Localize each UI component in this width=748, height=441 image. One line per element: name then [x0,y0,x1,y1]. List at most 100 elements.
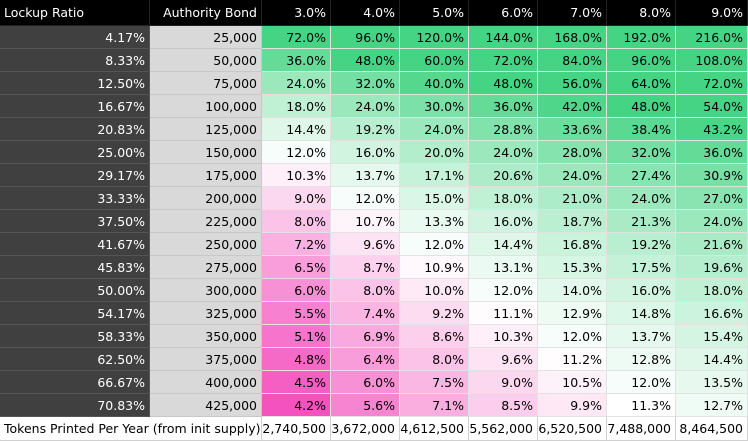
value-cell: 16.8% [538,233,607,256]
header-cell: 8.0% [607,0,676,26]
value-cell: 8.5% [469,394,538,417]
value-cell: 18.0% [676,279,748,302]
value-cell: 9.2% [400,302,469,325]
value-cell: 28.0% [538,141,607,164]
value-cell: 15.0% [400,187,469,210]
value-cell: 27.0% [676,187,748,210]
value-cell: 11.3% [607,394,676,417]
value-cell: 33.6% [538,118,607,141]
value-cell: 20.6% [469,164,538,187]
lockup-ratio: 45.83% [0,256,150,279]
value-cell: 12.0% [262,141,331,164]
value-cell: 56.0% [538,72,607,95]
value-cell: 5.5% [262,302,331,325]
value-cell: 13.7% [607,325,676,348]
value-cell: 32.0% [331,72,400,95]
value-cell: 30.0% [400,95,469,118]
value-cell: 8.0% [262,210,331,233]
value-cell: 96.0% [607,49,676,72]
lockup-ratio: 25.00% [0,141,150,164]
value-cell: 18.7% [538,210,607,233]
authority-bond: 425,000 [150,394,262,417]
value-cell: 9.9% [538,394,607,417]
value-cell: 6.0% [262,279,331,302]
value-cell: 36.0% [469,95,538,118]
value-cell: 4.2% [262,394,331,417]
authority-bond: 200,000 [150,187,262,210]
lockup-ratio: 58.33% [0,325,150,348]
value-cell: 5.1% [262,325,331,348]
value-cell: 7.5% [400,371,469,394]
value-cell: 9.6% [331,233,400,256]
value-cell: 14.4% [676,348,748,371]
value-cell: 32.0% [607,141,676,164]
value-cell: 4.5% [262,371,331,394]
value-cell: 48.0% [331,49,400,72]
lockup-ratio: 29.17% [0,164,150,187]
value-cell: 19.2% [331,118,400,141]
value-cell: 21.6% [676,233,748,256]
value-cell: 6.4% [331,348,400,371]
value-cell: 11.1% [469,302,538,325]
value-cell: 24.0% [607,187,676,210]
value-cell: 24.0% [469,141,538,164]
footer-value: 6,520,500 [538,417,607,441]
value-cell: 43.2% [676,118,748,141]
value-cell: 28.8% [469,118,538,141]
value-cell: 10.3% [262,164,331,187]
value-cell: 24.0% [262,72,331,95]
header-cell: 7.0% [538,0,607,26]
value-cell: 12.9% [538,302,607,325]
lockup-ratio: 4.17% [0,26,150,49]
authority-bond: 125,000 [150,118,262,141]
value-cell: 14.8% [607,302,676,325]
value-cell: 24.0% [400,118,469,141]
value-cell: 24.0% [538,164,607,187]
header-cell: 3.0% [262,0,331,26]
lockup-ratio: 66.67% [0,371,150,394]
authority-bond: 300,000 [150,279,262,302]
value-cell: 36.0% [676,141,748,164]
value-cell: 10.7% [331,210,400,233]
value-cell: 12.0% [469,279,538,302]
lockup-ratio: 41.67% [0,233,150,256]
value-cell: 120.0% [400,26,469,49]
value-cell: 8.7% [331,256,400,279]
value-cell: 15.3% [538,256,607,279]
value-cell: 108.0% [676,49,748,72]
value-cell: 18.0% [469,187,538,210]
value-cell: 14.4% [262,118,331,141]
value-cell: 7.4% [331,302,400,325]
value-cell: 48.0% [469,72,538,95]
value-cell: 27.4% [607,164,676,187]
value-cell: 8.0% [400,348,469,371]
value-cell: 19.6% [676,256,748,279]
value-cell: 16.0% [469,210,538,233]
authority-bond: 25,000 [150,26,262,49]
value-cell: 15.4% [676,325,748,348]
value-cell: 10.9% [400,256,469,279]
value-cell: 21.3% [607,210,676,233]
header-cell: 4.0% [331,0,400,26]
authority-bond: 150,000 [150,141,262,164]
authority-bond: 375,000 [150,348,262,371]
value-cell: 13.1% [469,256,538,279]
value-cell: 10.0% [400,279,469,302]
authority-bond: 250,000 [150,233,262,256]
value-cell: 12.0% [607,371,676,394]
value-cell: 30.9% [676,164,748,187]
authority-bond: 175,000 [150,164,262,187]
footer-value: 5,562,000 [469,417,538,441]
value-cell: 7.2% [262,233,331,256]
header-cell: 5.0% [400,0,469,26]
lockup-ratio: 70.83% [0,394,150,417]
value-cell: 13.5% [676,371,748,394]
value-cell: 8.6% [400,325,469,348]
lockup-ratio: 50.00% [0,279,150,302]
value-cell: 9.0% [469,371,538,394]
value-cell: 72.0% [469,49,538,72]
footer-label: Tokens Printed Per Year (from init suppl… [0,417,262,441]
value-cell: 12.0% [538,325,607,348]
footer-value: 2,740,500 [262,417,331,441]
